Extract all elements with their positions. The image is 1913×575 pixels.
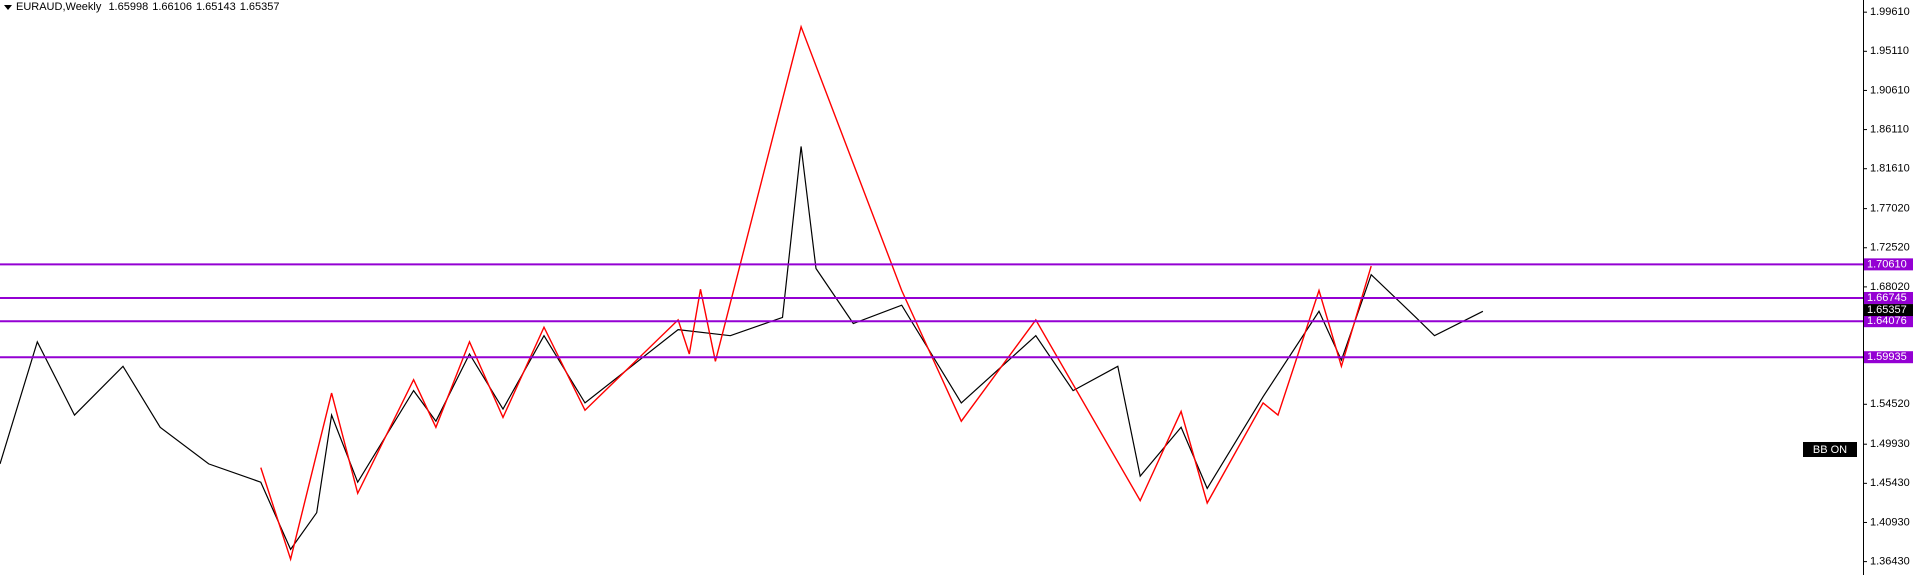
price-line (0, 146, 1484, 551)
y-tick-label: 1.72520 (1870, 242, 1910, 254)
level-label-box (1864, 315, 1913, 328)
low: 1.65143 (195, 1, 236, 13)
y-tick-label: 1.68020 (1870, 281, 1910, 293)
current-price-label: 1.65357 (1867, 304, 1907, 316)
y-tick-label: 1.81610 (1870, 163, 1910, 175)
level-label: 1.59935 (1867, 351, 1907, 363)
y-tick-label: 1.49930 (1870, 438, 1910, 450)
y-tick-label: 1.95110 (1870, 45, 1909, 57)
level-label: 1.64076 (1867, 315, 1907, 327)
zigzag (260, 24, 1372, 562)
y-tick-label: 1.77020 (1870, 203, 1910, 215)
y-tick-label: 1.45430 (1870, 477, 1910, 489)
indicator-label: BB ON (1813, 444, 1847, 456)
y-tick-label: 1.54520 (1870, 398, 1910, 410)
header: EURAUD,Weekly 1.65998 1.66106 1.65143 1.653… (4, 1, 284, 13)
high: 1.66106 (152, 1, 192, 13)
y-tick-label: 1.99610 (1870, 6, 1910, 18)
close: 1.65357 (239, 1, 280, 13)
y-tick-label: 1.90610 (1870, 84, 1910, 96)
y-tick-label: 1.40930 (1870, 516, 1910, 528)
y-tick-label: 1.86110 (1870, 123, 1909, 135)
symbol: EURAUD,Weekly (16, 1, 102, 13)
level-label: 1.70610 (1867, 258, 1907, 270)
level-label-box (1864, 258, 1913, 271)
indicator-box (1803, 442, 1857, 457)
level-label-box (1864, 351, 1913, 364)
current-price-box (1864, 304, 1913, 317)
y-tick-label: 1.36430 (1870, 556, 1910, 568)
open: 1.65998 (108, 1, 149, 13)
level-label-box (1864, 291, 1913, 304)
level-label: 1.66745 (1867, 292, 1907, 304)
